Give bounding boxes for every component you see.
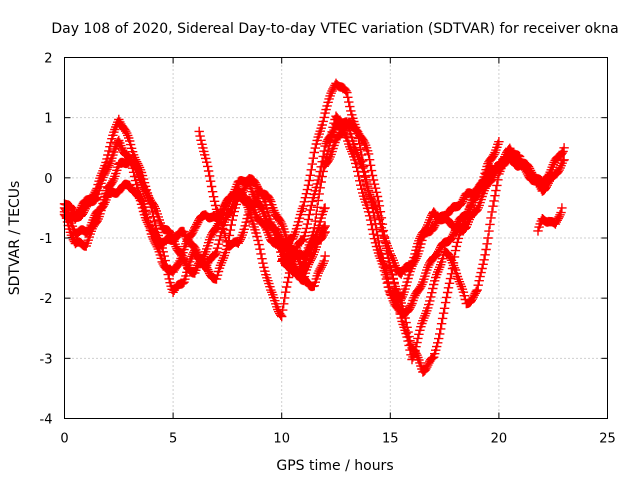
- x-tick-label: 10: [273, 432, 290, 447]
- y-tick-label: -4: [40, 413, 53, 428]
- x-axis-title: GPS time / hours: [276, 458, 393, 474]
- x-tick-label: 5: [169, 432, 177, 447]
- x-tick-label: 0: [60, 432, 68, 447]
- series-markers: [385, 137, 504, 377]
- series-arc-9: [385, 137, 504, 377]
- x-tick-label: 25: [599, 432, 616, 447]
- y-tick-label: -3: [40, 352, 53, 367]
- axis-ticks: [64, 57, 608, 419]
- series-arc-6: [277, 78, 569, 319]
- series-markers: [59, 135, 330, 322]
- y-tick-label: 1: [44, 112, 52, 127]
- x-tick-label: 15: [382, 432, 399, 447]
- series-markers: [277, 78, 569, 319]
- y-tick-label: 0: [44, 172, 52, 187]
- x-axis-tick-labels: 0 5 10 15 20 25: [60, 432, 615, 447]
- y-axis-tick-labels: -4 -3 -2 -1 0 1 2: [40, 52, 53, 428]
- chart-data-points: [59, 78, 569, 377]
- series-arc-10: [533, 203, 567, 236]
- series-arc-3: [59, 135, 330, 322]
- series-markers: [533, 203, 567, 236]
- y-axis-title: SDTVAR / TECUs: [7, 181, 23, 296]
- x-tick-label: 20: [491, 432, 508, 447]
- chart-title: Day 108 of 2020, Sidereal Day-to-day VTE…: [51, 21, 618, 37]
- y-tick-label: -1: [40, 232, 53, 247]
- y-tick-label: -2: [40, 292, 53, 307]
- chart-grid: [64, 57, 608, 419]
- y-tick-label: 2: [44, 52, 52, 67]
